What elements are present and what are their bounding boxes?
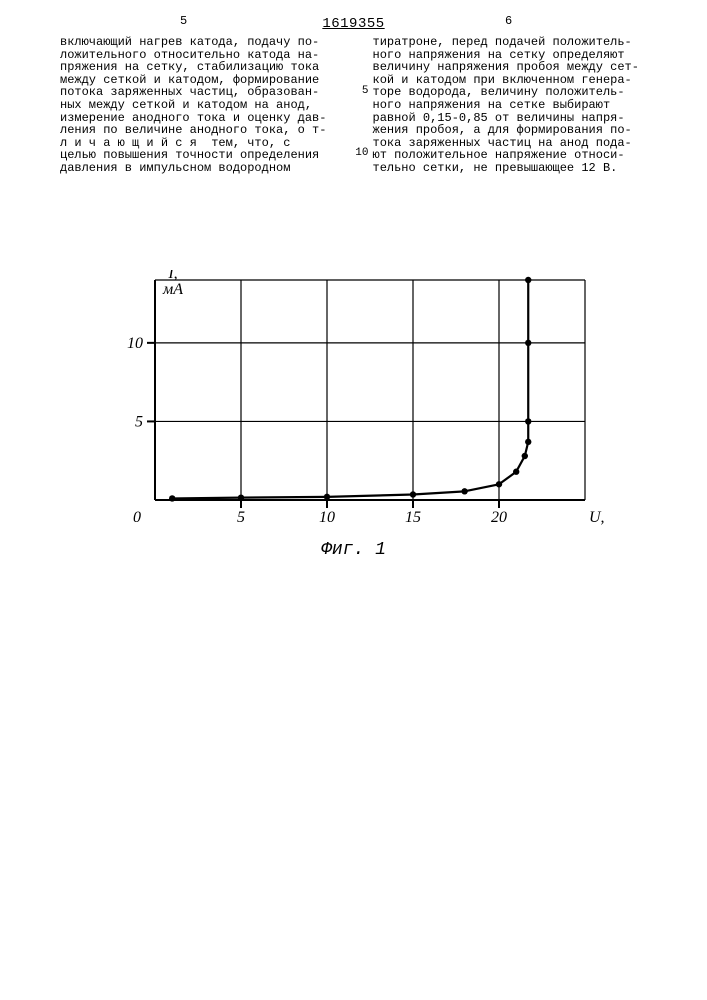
figure-1-chart: 5 10 15 20 5 10 0 I,мA U, B	[105, 270, 605, 530]
line-number-marker: 10	[355, 148, 369, 160]
svg-text:I,мA: I,мA	[162, 270, 183, 298]
text-columns: включающий нагрев катода, подачу по- лож…	[60, 36, 667, 175]
column-right: тиратроне, перед подачей положитель- ног…	[373, 36, 668, 175]
figure-1-caption: Фиг. 1	[0, 540, 707, 560]
line-number-marker: 5	[355, 86, 369, 98]
svg-text:20: 20	[491, 509, 507, 526]
svg-text:5: 5	[237, 509, 245, 526]
svg-text:10: 10	[127, 335, 143, 352]
svg-text:U, B: U, B	[589, 509, 605, 526]
svg-text:10: 10	[319, 509, 335, 526]
page-number-left: 5	[180, 14, 187, 28]
figure-1: 5 10 15 20 5 10 0 I,мA U, B	[105, 270, 605, 530]
svg-text:0: 0	[133, 509, 141, 526]
page-number-right: 6	[505, 14, 512, 28]
svg-text:5: 5	[135, 413, 143, 430]
column-left: включающий нагрев катода, подачу по- лож…	[60, 36, 355, 175]
svg-text:15: 15	[405, 509, 421, 526]
patent-number: 1619355	[322, 16, 384, 32]
